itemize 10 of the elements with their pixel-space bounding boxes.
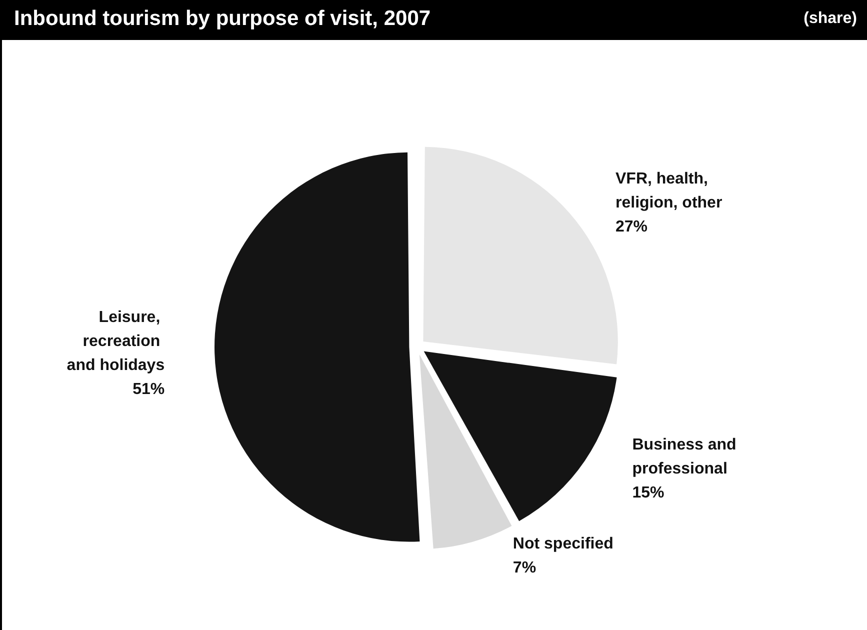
chart-title: Inbound tourism by purpose of visit, 2007 bbox=[14, 7, 431, 31]
slice-label: Not specified bbox=[512, 535, 614, 552]
text: (share) bbox=[804, 10, 857, 28]
slice-label: VFR, health, religion, other bbox=[616, 170, 722, 212]
data-label: 15% bbox=[632, 484, 664, 502]
data-label: 27% bbox=[616, 218, 648, 236]
slice-label: Leisure, recreation and holidays bbox=[66, 309, 165, 374]
data-label: 7% bbox=[512, 559, 536, 576]
data-label: 51% bbox=[132, 381, 165, 398]
slice-label: Business and professional bbox=[632, 436, 741, 478]
